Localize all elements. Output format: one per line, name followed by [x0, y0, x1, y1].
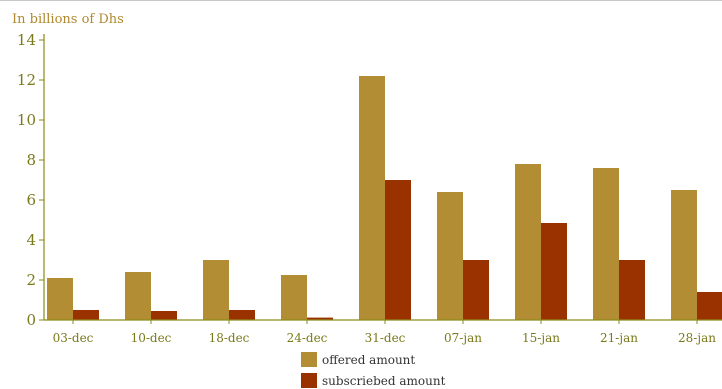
bar-subscribed-24-dec — [307, 317, 333, 320]
bar-offered-07-jan — [437, 192, 463, 320]
y-tick-label-2: 2 — [26, 271, 36, 289]
y-tick-label-0: 0 — [26, 311, 36, 329]
bar-subscribed-31-dec — [385, 180, 411, 320]
bar-offered-03-dec — [47, 278, 73, 320]
y-tick-label-6: 6 — [26, 191, 36, 209]
y-tick-label-4: 4 — [26, 231, 36, 249]
x-tick-label-31-dec: 31-dec — [365, 331, 406, 345]
bars-group — [47, 76, 722, 320]
legend-label-subscribed: subscriebed amount — [322, 374, 446, 388]
bar-offered-10-dec — [125, 272, 151, 320]
bar-offered-21-jan — [593, 168, 619, 320]
bar-subscribed-10-dec — [151, 311, 177, 320]
bar-subscribed-18-dec — [229, 310, 255, 320]
bar-offered-18-dec — [203, 260, 229, 320]
x-tick-label-21-jan: 21-jan — [600, 331, 638, 345]
x-tick-label-07-jan: 07-jan — [444, 331, 482, 345]
bar-offered-15-jan — [515, 164, 541, 320]
y-tick-label-8: 8 — [26, 151, 36, 169]
legend-swatch-offered — [301, 352, 317, 367]
y-tick-label-12: 12 — [17, 71, 36, 89]
bar-offered-28-jan — [671, 190, 697, 320]
x-tick-label-10-dec: 10-dec — [131, 331, 172, 345]
bar-subscribed-15-jan — [541, 223, 567, 320]
legend: offered amount subscriebed amount — [301, 352, 446, 388]
x-tick-label-28-jan: 28-jan — [678, 331, 716, 345]
x-tick-label-24-dec: 24-dec — [287, 331, 328, 345]
legend-label-offered: offered amount — [322, 353, 415, 367]
legend-swatch-subscribed — [301, 373, 317, 388]
x-tick-label-03-dec: 03-dec — [53, 331, 94, 345]
bar-subscribed-03-dec — [73, 310, 99, 320]
x-tick-label-15-jan: 15-jan — [522, 331, 560, 345]
x-tick-label-18-dec: 18-dec — [209, 331, 250, 345]
bar-subscribed-28-jan — [697, 292, 722, 320]
y-tick-label-14: 14 — [17, 31, 36, 49]
bar-offered-24-dec — [281, 275, 307, 320]
y-axis-unit-label: In billions of Dhs — [12, 12, 124, 27]
axes-group: 0 2 4 6 8 10 12 14 03-dec 10-dec 18-dec 24-dec 31-de… — [17, 31, 722, 345]
bar-offered-31-dec — [359, 76, 385, 320]
y-tick-label-10: 10 — [17, 111, 36, 129]
bar-subscribed-07-jan — [463, 260, 489, 320]
bar-subscribed-21-jan — [619, 260, 645, 320]
